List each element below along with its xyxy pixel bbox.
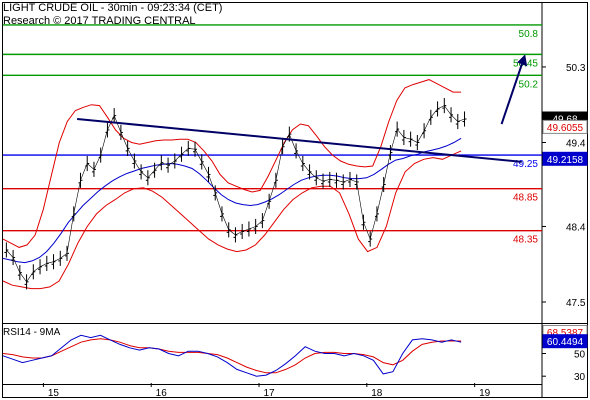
- bollinger-upper-line: [2, 79, 462, 248]
- rsi-y-tick-label: 50: [574, 350, 586, 361]
- x-tick-label: 17: [263, 388, 275, 399]
- rsi-line: [2, 334, 462, 377]
- value-tag-label: 49.6055: [547, 123, 584, 134]
- chart-subtitle: Research © 2017 TRADING CENTRAL: [3, 15, 196, 27]
- level-label: 50.2: [519, 79, 539, 90]
- projection-arrow-head: [517, 54, 528, 67]
- rsi-ma-line: [2, 338, 462, 374]
- moving-average-line: [2, 137, 462, 264]
- rsi-title: RSI14 - 9MA: [3, 327, 61, 338]
- bollinger-lower-line: [2, 150, 462, 290]
- rsi-value-tag-label: 60.4494: [547, 337, 584, 348]
- level-label: 50.8: [519, 29, 539, 40]
- y-tick-label: 48.4: [566, 222, 586, 233]
- level-label: 48.85: [513, 193, 538, 204]
- rsi-y-tick-label: 30: [574, 372, 586, 383]
- rsi-value-tag: [542, 334, 588, 349]
- x-tick-label: 18: [371, 388, 383, 399]
- trendline: [77, 118, 522, 163]
- level-label: 48.35: [513, 235, 538, 246]
- x-tick-label: 15: [48, 388, 60, 399]
- value-tag: [542, 151, 588, 166]
- x-tick-label: 19: [479, 388, 491, 399]
- y-tick-label: 47.5: [566, 298, 586, 309]
- chart-title: LIGHT CRUDE OIL - 30min - 09:23:34 (CET): [3, 2, 223, 14]
- price-line: [6, 105, 465, 283]
- x-tick-label: 16: [156, 388, 168, 399]
- value-tag: [542, 119, 588, 134]
- y-tick-label: 49.4: [566, 139, 586, 150]
- level-label: 49.25: [513, 159, 538, 170]
- rsi-value-tag-label: 68.5387: [547, 328, 584, 339]
- y-tick-label: 50.3: [566, 63, 586, 74]
- value-tag-label: 49.2158: [547, 155, 584, 166]
- projection-arrow-shaft: [500, 60, 525, 125]
